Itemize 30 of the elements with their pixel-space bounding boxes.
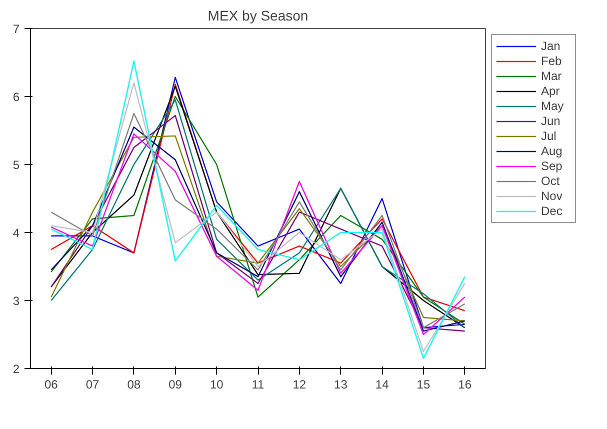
legend-label: Jun: [541, 114, 562, 128]
x-tick-label: 15: [416, 378, 430, 392]
legend-label: Oct: [541, 174, 561, 188]
x-tick-label: 10: [210, 378, 224, 392]
legend-label: Jan: [541, 39, 562, 53]
x-tick-label: 07: [86, 378, 100, 392]
x-tick-label: 16: [458, 378, 472, 392]
x-tick-label: 11: [252, 378, 265, 392]
x-tick-label: 14: [375, 378, 390, 392]
chart-title: MEX by Season: [208, 8, 308, 24]
legend-label: Nov: [541, 189, 564, 203]
y-tick-label: 7: [12, 22, 20, 36]
x-tick-label: 09: [168, 378, 182, 392]
legend-label: Sep: [541, 159, 564, 173]
y-tick-label: 2: [12, 362, 20, 376]
legend-label: Jul: [541, 129, 558, 143]
x-tick-label: 13: [334, 378, 348, 392]
legend-label: Feb: [541, 54, 563, 68]
y-tick-label: 3: [12, 294, 20, 308]
y-tick-label: 5: [12, 158, 20, 172]
x-tick-label: 06: [44, 378, 58, 392]
y-tick-label: 4: [12, 226, 20, 240]
legend-label: May: [541, 99, 565, 113]
x-tick-label: 08: [127, 378, 141, 392]
y-tick-label: 6: [12, 90, 20, 104]
legend-label: Dec: [541, 204, 564, 218]
x-tick-label: 12: [292, 378, 306, 392]
legend-label: Apr: [541, 84, 561, 98]
legend-label: Mar: [541, 69, 563, 83]
legend-label: Aug: [541, 144, 564, 158]
